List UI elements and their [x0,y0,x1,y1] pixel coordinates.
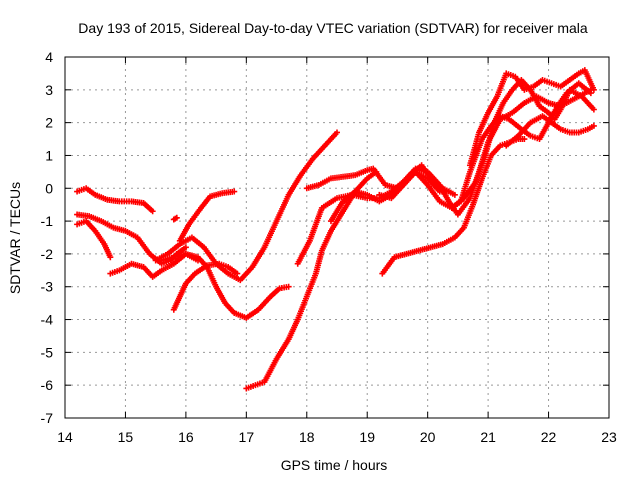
data-point [590,106,597,113]
data-point [234,270,241,277]
data-series [107,250,201,280]
y-tick-label: 3 [45,82,53,98]
y-tick-label: 0 [45,180,53,196]
data-point [231,188,238,195]
chart-title: Day 193 of 2015, Sidereal Day-to-day VTE… [78,20,588,36]
x-tick-label: 19 [359,429,375,445]
y-tick-label: -3 [41,279,54,295]
x-tick-label: 14 [57,429,73,445]
y-tick-label: 1 [45,147,53,163]
grid [64,56,610,419]
data-point [285,283,292,290]
data-series [243,168,380,392]
data-series [448,76,597,211]
data-series [74,211,189,267]
x-axis-label: GPS time / hours [281,457,388,473]
y-tick-label: 2 [45,115,53,131]
plot-frame [64,56,610,419]
data-series [74,185,156,215]
data-point [590,122,597,129]
x-tick-label: 21 [480,429,496,445]
data-point [451,191,458,198]
y-tick-label: -2 [41,246,54,262]
y-tick-label: -4 [41,312,54,328]
x-tick-label: 20 [420,429,436,445]
data-series [74,218,114,261]
y-tick-label: -7 [41,410,54,426]
data-series [466,67,597,169]
data-layer [74,67,597,392]
x-tick-label: 16 [178,429,194,445]
data-point [182,244,189,251]
y-tick-label: -1 [41,213,54,229]
y-tick-label: 4 [45,49,53,65]
data-point [107,254,114,261]
data-point [521,136,528,143]
data-point [334,129,340,136]
data-point [149,208,156,215]
x-tick-label: 18 [299,429,315,445]
x-tick-label: 17 [239,429,255,445]
data-point [173,214,180,221]
data-series [158,250,292,321]
data-series [152,129,340,284]
data-point [587,90,594,97]
y-axis-label: SDTVAR / TECUs [7,182,23,294]
y-tick-label: -5 [41,344,54,360]
y-tick-label: -6 [41,377,54,393]
data-series [503,113,597,149]
data-series [379,136,528,277]
x-tick-label: 15 [118,429,134,445]
x-tick-label: 22 [541,429,557,445]
data-series [170,214,180,223]
data-point [590,86,597,93]
data-series [376,80,594,211]
x-tick-label: 23 [601,429,617,445]
